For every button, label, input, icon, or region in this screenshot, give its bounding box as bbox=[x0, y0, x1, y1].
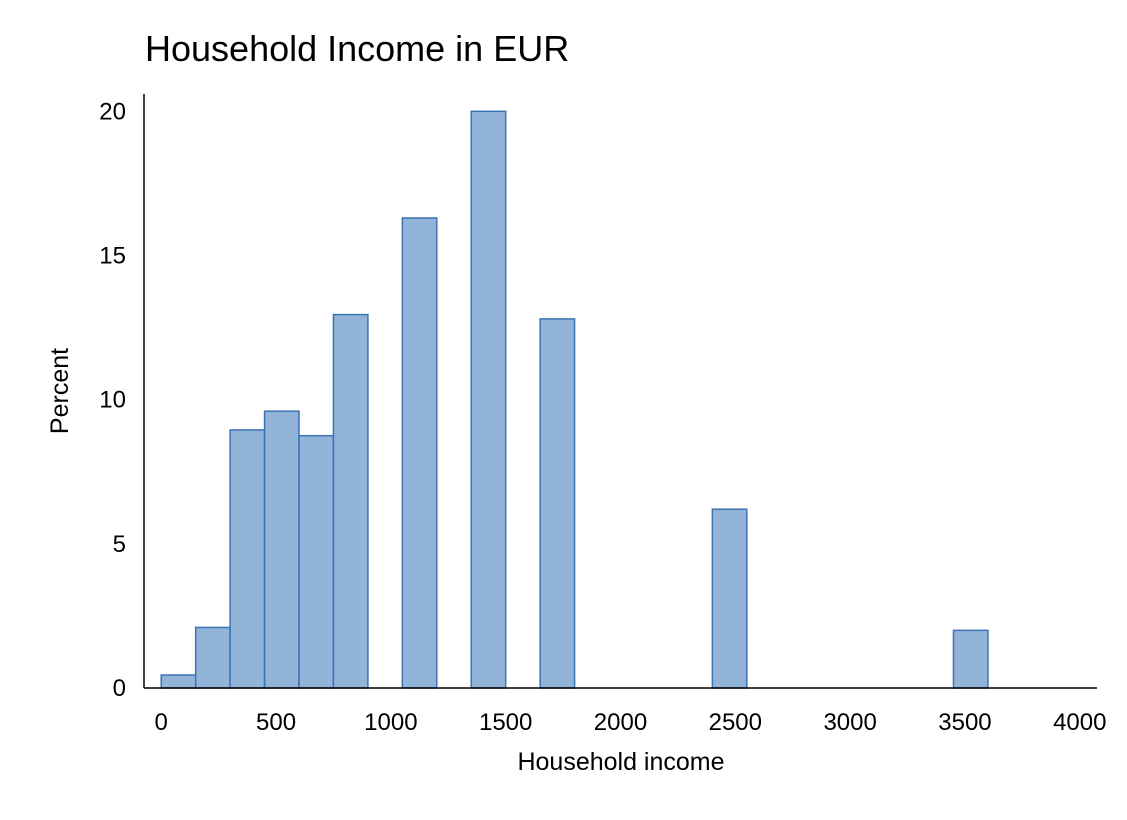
x-tick-label-1500: 1500 bbox=[479, 709, 532, 736]
x-tick-label-3500: 3500 bbox=[938, 709, 991, 736]
histogram-bar-10 bbox=[952, 629, 989, 689]
bars-group bbox=[160, 110, 989, 689]
histogram-bar-9 bbox=[711, 508, 748, 689]
histogram-bar-1 bbox=[194, 626, 231, 689]
y-tick-label-0: 0 bbox=[113, 675, 126, 702]
axes-group bbox=[143, 94, 1097, 689]
histogram-bar-8 bbox=[539, 318, 576, 689]
chart-title: Household Income in EUR bbox=[145, 28, 570, 69]
x-tick-label-2500: 2500 bbox=[709, 709, 762, 736]
x-axis-label: Household income bbox=[517, 748, 724, 776]
x-tick-label-2000: 2000 bbox=[594, 709, 647, 736]
y-tick-label-15: 15 bbox=[99, 242, 126, 269]
histogram-bar-2 bbox=[229, 429, 266, 689]
x-tick-label-0: 0 bbox=[155, 709, 168, 736]
histogram-bar-0 bbox=[160, 674, 197, 689]
histogram-bar-7 bbox=[470, 110, 507, 689]
y-tick-label-20: 20 bbox=[99, 98, 126, 125]
y-tick-label-5: 5 bbox=[113, 531, 126, 558]
histogram-bar-3 bbox=[263, 410, 300, 689]
histogram-bar-6 bbox=[401, 217, 438, 689]
ticks-group: 0 500 1000 1500 2000 2500 3000 3500 4000 0 5 10 15 20 bbox=[99, 98, 1106, 736]
y-axis-label: Percent bbox=[46, 348, 74, 434]
x-tick-label-500: 500 bbox=[256, 709, 296, 736]
x-tick-label-3000: 3000 bbox=[823, 709, 876, 736]
histogram-bar-4 bbox=[298, 434, 335, 689]
x-tick-label-1000: 1000 bbox=[364, 709, 417, 736]
x-tick-label-4000: 4000 bbox=[1053, 709, 1106, 736]
histogram-bar-5 bbox=[332, 313, 369, 689]
y-tick-label-10: 10 bbox=[99, 387, 126, 414]
